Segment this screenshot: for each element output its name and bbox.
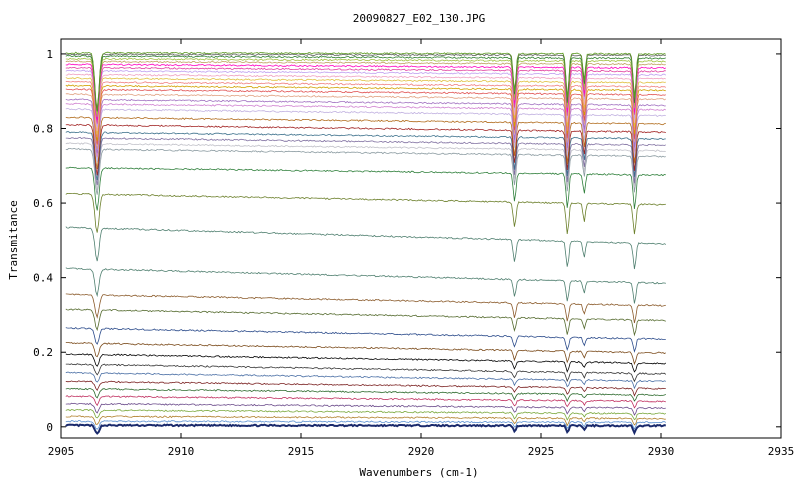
series-line [65, 420, 667, 431]
x-tick-label: 2935 [768, 445, 795, 458]
series-line [65, 192, 666, 235]
series-line [65, 387, 666, 403]
series-line [65, 326, 666, 353]
x-axis: 2905 2910 2915 2920 2925 2930 2935 [48, 39, 795, 458]
x-tick-label: 2920 [408, 445, 435, 458]
series-line [65, 371, 666, 390]
y-tick-label: 0.2 [33, 346, 53, 359]
series-line [65, 308, 666, 337]
series-line [65, 353, 667, 373]
series-line [65, 147, 666, 195]
series-line [65, 93, 667, 149]
series-line [65, 423, 667, 436]
x-tick-label: 2925 [528, 445, 555, 458]
series-line [65, 102, 666, 158]
x-axis-label: Wavenumbers (cm-1) [359, 466, 478, 479]
series-line [65, 363, 667, 383]
y-axis: 0 0.2 0.4 0.6 0.8 1 [33, 48, 781, 434]
series-line [65, 84, 666, 141]
y-tick-label: 0.8 [33, 122, 53, 135]
series-line [65, 142, 666, 190]
series-line [65, 415, 666, 427]
y-tick-label: 0.4 [33, 272, 53, 285]
y-tick-label: 0.6 [33, 197, 53, 210]
y-tick-label: 1 [46, 48, 53, 61]
series-line [65, 131, 666, 181]
x-tick-label: 2930 [648, 445, 675, 458]
series-line [65, 51, 666, 110]
series-line [65, 98, 666, 154]
series-line [65, 380, 666, 397]
series-line [65, 267, 666, 304]
y-axis-label: Transmitance [7, 200, 20, 279]
y-tick-label: 0 [46, 421, 53, 434]
series-line [65, 409, 667, 421]
series-line [65, 166, 666, 211]
series-line [65, 116, 666, 169]
series-line [65, 293, 666, 324]
series-line [65, 342, 666, 366]
x-tick-label: 2915 [288, 445, 315, 458]
x-tick-label: 2905 [48, 445, 75, 458]
series-line [65, 136, 666, 186]
series-line [65, 402, 666, 416]
chart-title: 20090827_E02_130.JPG [353, 12, 485, 25]
series-line [65, 226, 666, 270]
plot-lines [65, 51, 667, 436]
x-tick-label: 2910 [168, 445, 195, 458]
series-line [65, 395, 666, 409]
series-line [65, 123, 666, 176]
series-line [65, 73, 666, 131]
